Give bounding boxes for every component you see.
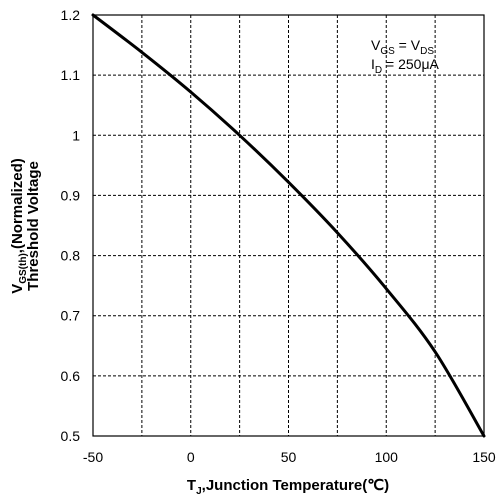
y-tick-label: 0.8	[61, 248, 81, 264]
x-tick-label: -50	[83, 449, 103, 465]
y-tick-label: 0.9	[61, 187, 81, 203]
y-axis-title: VGS(th),(Normalized) Threshold Voltage	[9, 158, 42, 294]
y-tick-label: 1.1	[61, 67, 81, 83]
annotation-id-current: ID = 250μA	[371, 56, 440, 76]
x-tick-label: 50	[281, 449, 297, 465]
y-axis-title-line2: Threshold Voltage	[25, 161, 42, 291]
x-axis-title: TJ,Junction Temperature(℃)	[187, 477, 389, 497]
x-axis-ticks: -50 0 50 100 150	[83, 449, 496, 465]
y-tick-label: 0.5	[61, 428, 81, 444]
y-axis-ticks: 0.5 0.6 0.7 0.8 0.9 1 1.1 1.2	[61, 7, 81, 444]
x-tick-label: 0	[187, 449, 195, 465]
x-tick-label: 150	[472, 449, 496, 465]
y-axis-title-line1: VGS(th),(Normalized)	[9, 158, 29, 294]
y-tick-label: 0.7	[61, 308, 81, 324]
grid-lines	[93, 15, 484, 436]
series-line-threshold-voltage	[91, 13, 486, 438]
y-tick-label: 0.6	[61, 368, 81, 384]
x-tick-label: 100	[375, 449, 399, 465]
plot-frame	[92, 14, 485, 437]
y-tick-label: 1	[72, 127, 80, 143]
y-tick-label: 1.2	[61, 7, 81, 23]
annotation-vgs-vds: VGS = VDS	[371, 37, 434, 57]
